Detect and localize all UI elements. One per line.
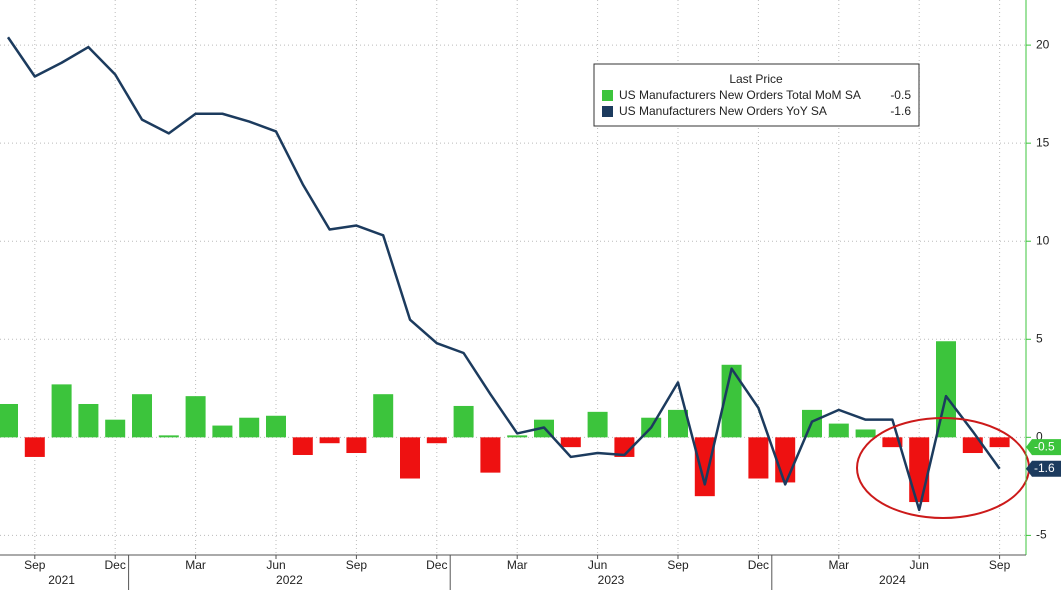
bar — [346, 437, 367, 454]
y-tick-label: -5 — [1036, 528, 1047, 542]
legend-value: -1.6 — [890, 104, 911, 118]
bar — [962, 437, 983, 454]
bar — [587, 411, 608, 438]
y-tick-label: 20 — [1036, 37, 1050, 51]
bar — [507, 435, 528, 438]
bar — [132, 394, 152, 438]
value-tag-label: -0.5 — [1034, 439, 1055, 453]
y-tick-label: 5 — [1036, 331, 1043, 345]
year-label: 2023 — [598, 573, 625, 587]
x-tick-label: Jun — [266, 558, 285, 572]
bar — [989, 437, 1010, 448]
x-tick-label: Mar — [828, 558, 849, 572]
bar — [185, 396, 206, 438]
year-label: 2022 — [276, 573, 303, 587]
bar — [668, 409, 688, 438]
bar — [400, 437, 420, 479]
bar — [694, 437, 715, 497]
legend-value: -0.5 — [890, 88, 911, 102]
y-tick-label: 10 — [1036, 233, 1050, 247]
value-tag — [1026, 439, 1061, 456]
x-tick-label: Dec — [105, 558, 126, 572]
legend: Last Price US Manufacturers New Orders T… — [593, 63, 920, 127]
year-label: 2024 — [879, 573, 906, 587]
bar — [319, 437, 340, 444]
year-label: 2021 — [48, 573, 75, 587]
y-tick-label: 0 — [1036, 430, 1043, 444]
bar — [453, 405, 474, 438]
legend-box — [593, 63, 920, 127]
bar — [105, 419, 126, 438]
x-tick-label: Mar — [185, 558, 206, 572]
bar — [266, 415, 286, 438]
bar — [24, 437, 45, 457]
bar — [0, 403, 18, 438]
y-tick-label: 15 — [1036, 135, 1050, 149]
x-tick-label: Sep — [667, 558, 689, 572]
legend-label: US Manufacturers New Orders Total MoM SA — [619, 88, 861, 102]
bar — [426, 437, 447, 444]
value-tag — [1026, 460, 1061, 477]
bar — [614, 437, 635, 457]
bar — [212, 425, 233, 438]
x-tick-label: Dec — [748, 558, 769, 572]
bar — [373, 394, 394, 438]
bar — [51, 384, 72, 438]
bar — [828, 423, 849, 438]
x-tick-label: Sep — [24, 558, 46, 572]
bar — [239, 417, 260, 438]
legend-label: US Manufacturers New Orders YoY SA — [619, 104, 827, 118]
bar — [748, 437, 769, 479]
bar — [855, 429, 876, 438]
bar — [480, 437, 501, 473]
bar — [909, 437, 930, 503]
x-tick-label: Jun — [588, 558, 607, 572]
line — [6, 36, 1001, 512]
bar — [721, 364, 742, 438]
x-tick-label: Mar — [507, 558, 528, 572]
bar — [78, 403, 99, 438]
value-tag-label: -1.6 — [1034, 461, 1055, 475]
bar — [775, 437, 796, 483]
legend-swatch — [602, 106, 613, 117]
bar — [882, 437, 903, 448]
plot-area — [0, 0, 1026, 555]
x-tick-label: Sep — [346, 558, 368, 572]
x-tick-label: Sep — [989, 558, 1011, 572]
x-tick-label: Jun — [910, 558, 929, 572]
bar — [560, 437, 581, 448]
legend-title: Last Price — [729, 72, 783, 86]
x-tick-label: Dec — [426, 558, 447, 572]
bar — [158, 435, 179, 438]
bar — [292, 437, 313, 455]
legend-swatch — [602, 90, 613, 101]
